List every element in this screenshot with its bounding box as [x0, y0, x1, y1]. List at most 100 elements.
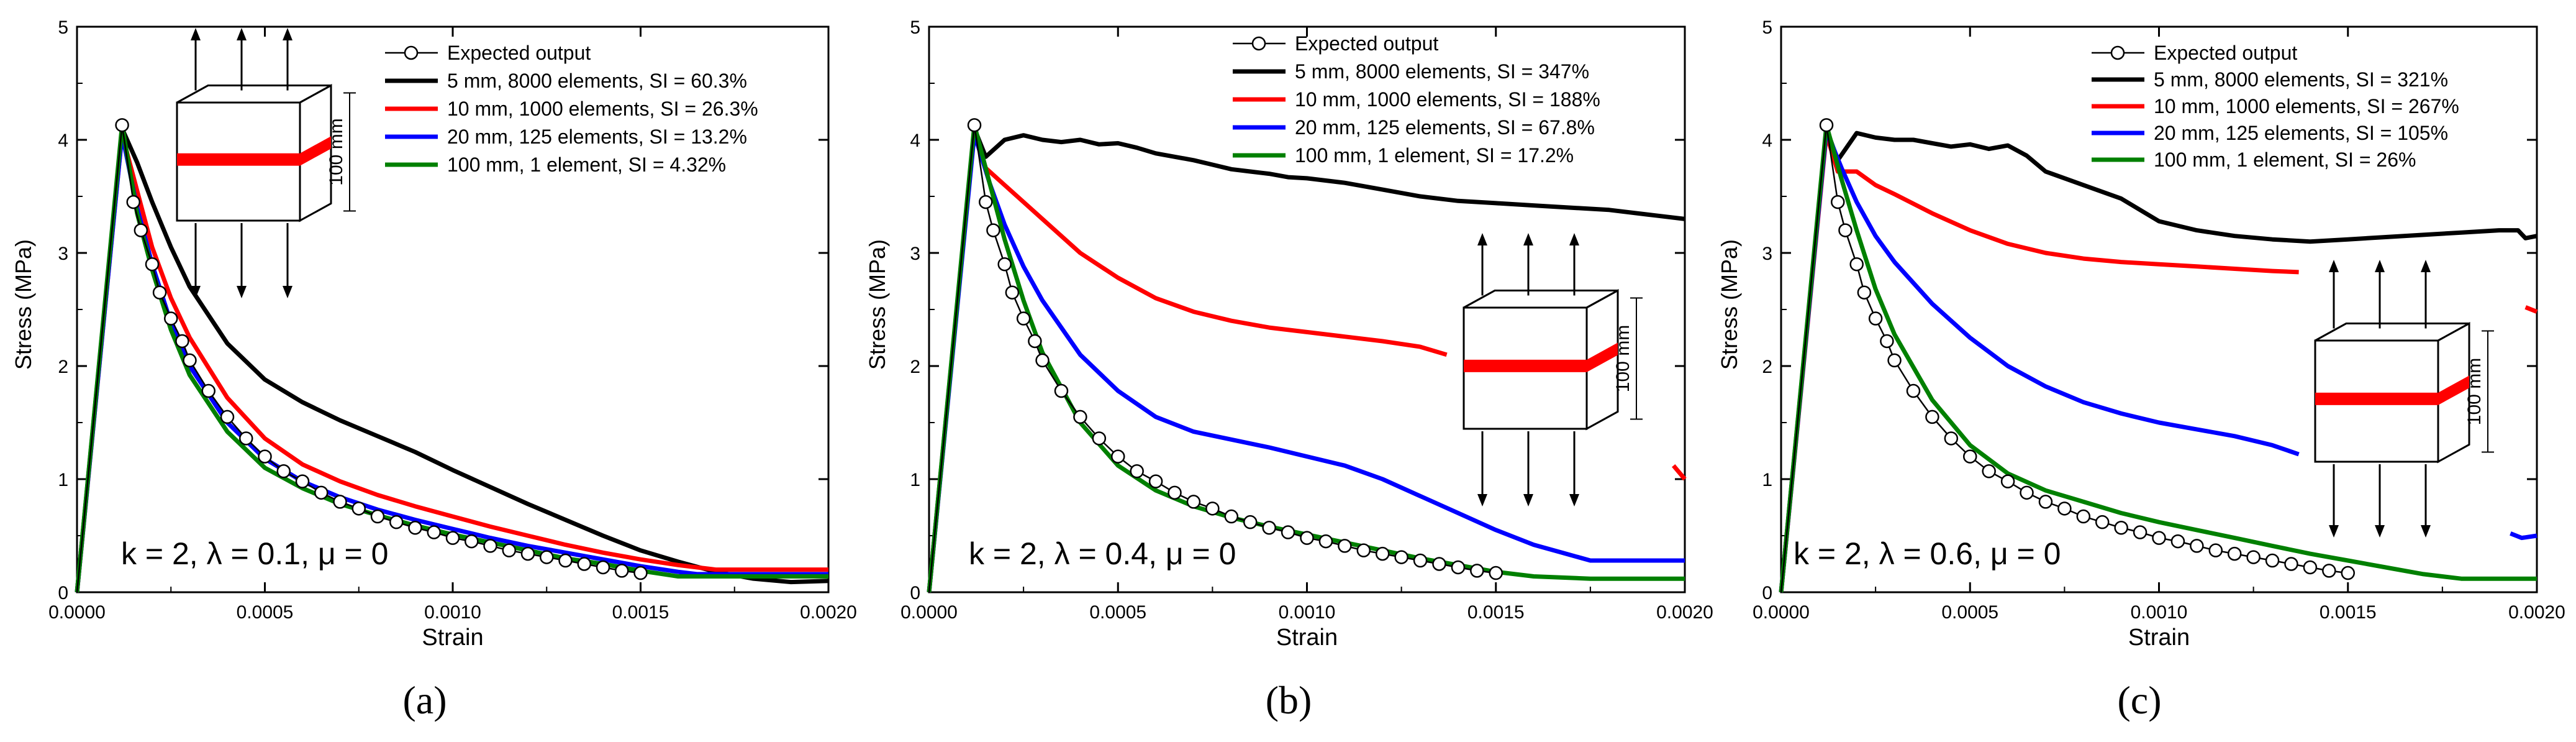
- data-point: [1887, 353, 1902, 368]
- data-point: [201, 383, 215, 398]
- cohesive-band: [177, 153, 300, 166]
- x-axis-label: Strain: [422, 625, 483, 651]
- series-line: [927, 126, 1685, 593]
- data-point: [633, 566, 648, 580]
- arrow-head: [2421, 525, 2431, 538]
- arrow-head: [1523, 494, 1533, 506]
- series-line: [1779, 122, 2537, 593]
- data-point: [986, 223, 1000, 237]
- series-line: [1779, 132, 2299, 593]
- series-line: [927, 128, 1448, 593]
- data-point: [1868, 311, 1883, 326]
- y-tick-label: 4: [910, 131, 920, 151]
- legend-entry: Expected output: [2154, 42, 2297, 64]
- data-point: [314, 485, 329, 500]
- chart-panel-c: 0.0000 0.0005 0.0010 0.0015 0.0020 0 1 2 3 4 5 Stra…: [1717, 17, 2565, 722]
- data-point: [1054, 383, 1069, 398]
- data-point: [2114, 521, 2128, 535]
- y-axis-label: Stress (MPa): [11, 239, 36, 370]
- arrow-head: [2375, 525, 2385, 538]
- data-point: [239, 431, 253, 446]
- legend-entry: 100 mm, 1 element, SI = 26%: [2154, 149, 2416, 171]
- data-point: [2190, 539, 2204, 553]
- data-point: [1130, 464, 1144, 479]
- data-point: [1944, 431, 1959, 446]
- data-point: [1963, 449, 1977, 464]
- data-point: [115, 118, 129, 132]
- y-tick-label: 0: [910, 583, 920, 603]
- legend-entry: 20 mm, 125 elements, SI = 105%: [2154, 122, 2448, 144]
- data-point: [1831, 195, 1845, 209]
- data-point: [351, 502, 366, 516]
- parameter-annotation: k = 2, λ = 0.1, μ = 0: [121, 536, 388, 571]
- data-point: [1880, 334, 1894, 349]
- data-point: [295, 474, 310, 488]
- data-point: [126, 195, 140, 209]
- data-point: [502, 543, 516, 557]
- data-point: [183, 353, 197, 368]
- data-point: [979, 195, 993, 209]
- legend-entry: 10 mm, 1000 elements, SI = 267%: [2154, 95, 2459, 117]
- x-tick-label: 0.0010: [1279, 602, 1336, 623]
- data-point: [2038, 495, 2053, 509]
- y-tick-label: 2: [1762, 357, 1772, 377]
- data-point: [445, 531, 460, 545]
- data-point: [577, 557, 591, 571]
- data-point: [1432, 557, 1446, 571]
- data-point: [164, 311, 178, 326]
- data-point: [2227, 546, 2242, 561]
- legend-marker: [404, 45, 419, 60]
- data-point: [1394, 550, 1408, 564]
- x-tick-label: 0.0010: [424, 602, 481, 623]
- data-point: [1035, 353, 1050, 368]
- data-point: [2057, 502, 2072, 516]
- series-line: [1780, 124, 2348, 593]
- panel-label: (a): [402, 678, 447, 722]
- data-point: [2341, 566, 2355, 580]
- data-point: [465, 534, 479, 549]
- data-point: [1819, 118, 1834, 132]
- arrow-head: [283, 286, 293, 298]
- arrow-head: [283, 28, 293, 40]
- x-tick-label: 0.0000: [1753, 602, 1810, 623]
- data-point: [997, 257, 1012, 272]
- data-point: [1005, 285, 1020, 300]
- x-tick-label: 0.0000: [900, 602, 958, 623]
- data-point: [2170, 534, 2185, 549]
- data-point: [152, 285, 167, 300]
- data-point: [2265, 553, 2280, 568]
- legend-entry: 5 mm, 8000 elements, SI = 347%: [1295, 60, 1589, 83]
- arrow-head: [2329, 525, 2339, 538]
- data-point: [596, 560, 610, 575]
- x-tick-label: 0.0005: [1089, 602, 1146, 623]
- legend-entry: 20 mm, 125 elements, SI = 67.8%: [1295, 116, 1595, 139]
- legend-entry: 20 mm, 125 elements, SI = 13.2%: [447, 126, 747, 148]
- x-axis-label: Strain: [1276, 625, 1338, 651]
- arrow-head: [2375, 260, 2385, 272]
- specimen-inset: 100 mm: [1463, 233, 1643, 506]
- data-point: [1224, 509, 1239, 524]
- arrow-head: [237, 286, 247, 298]
- data-point: [1982, 464, 1996, 479]
- data-point: [427, 525, 441, 539]
- x-tick-label: 0.0000: [48, 602, 106, 623]
- series-line: [1779, 128, 2300, 593]
- panel-label: (c): [2117, 678, 2161, 722]
- dimension-label: 100 mm: [1613, 325, 1633, 392]
- chart-panel-b: 0.0000 0.0005 0.0010 0.0015 0.0020 0 1 2 3 4 5 Stra…: [864, 17, 1713, 722]
- arrow-head: [1477, 494, 1487, 506]
- data-point: [2208, 543, 2223, 557]
- data-point: [615, 564, 629, 578]
- cohesive-band-side: [2438, 375, 2469, 405]
- data-point: [2152, 531, 2166, 545]
- x-tick-label: 0.0020: [1656, 602, 1713, 623]
- y-axis-label: Stress (MPa): [1717, 239, 1742, 370]
- data-point: [370, 509, 385, 524]
- y-tick-label: 3: [58, 244, 68, 264]
- specimen-inset: 100 mm: [176, 28, 356, 298]
- y-axis-label: Stress (MPa): [864, 239, 890, 370]
- data-point: [134, 223, 148, 237]
- x-axis-label: Strain: [2128, 625, 2190, 651]
- cohesive-band: [1464, 359, 1587, 372]
